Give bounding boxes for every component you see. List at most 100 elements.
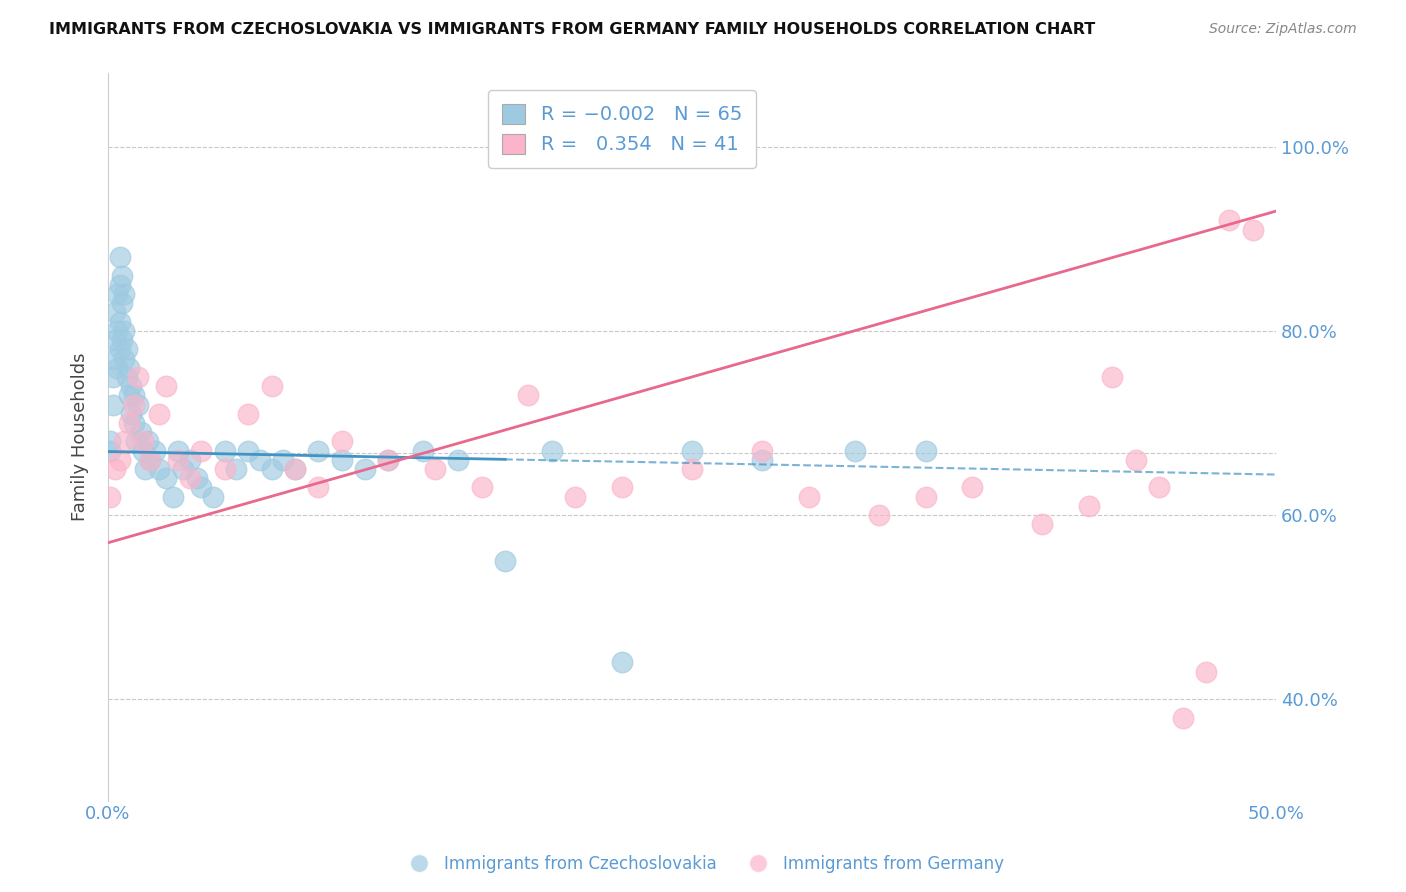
Point: [98, 443, 121, 458]
Point: [132, 434, 155, 449]
Point: [155, 471, 177, 485]
Point: [190, 480, 212, 494]
Point: [127, 398, 149, 412]
Point: [868, 508, 890, 522]
Point: [236, 407, 259, 421]
Point: [104, 462, 127, 476]
Point: [1218, 213, 1240, 227]
Point: [540, 443, 562, 458]
Point: [132, 443, 155, 458]
Point: [111, 333, 134, 347]
Point: [122, 398, 145, 412]
Point: [136, 434, 159, 449]
Point: [108, 452, 131, 467]
Point: [1031, 517, 1053, 532]
Point: [751, 452, 773, 467]
Point: [104, 333, 127, 347]
Point: [112, 324, 135, 338]
Point: [162, 490, 184, 504]
Point: [610, 656, 633, 670]
Point: [120, 407, 142, 421]
Point: [1147, 480, 1170, 494]
Point: [101, 370, 124, 384]
Point: [1078, 499, 1101, 513]
Point: [202, 490, 225, 504]
Point: [271, 452, 294, 467]
Point: [377, 452, 399, 467]
Point: [284, 462, 307, 476]
Point: [112, 351, 135, 366]
Point: [167, 452, 190, 467]
Point: [143, 443, 166, 458]
Point: [330, 434, 353, 449]
Point: [101, 398, 124, 412]
Point: [104, 351, 127, 366]
Point: [517, 388, 540, 402]
Point: [1171, 711, 1194, 725]
Point: [1101, 370, 1123, 384]
Point: [214, 462, 236, 476]
Point: [307, 443, 329, 458]
Text: Source: ZipAtlas.com: Source: ZipAtlas.com: [1209, 22, 1357, 37]
Point: [914, 443, 936, 458]
Point: [681, 443, 703, 458]
Point: [111, 296, 134, 310]
Point: [112, 287, 135, 301]
Point: [105, 360, 128, 375]
Point: [214, 443, 236, 458]
Point: [179, 471, 201, 485]
Point: [447, 452, 470, 467]
Point: [307, 480, 329, 494]
Point: [471, 480, 494, 494]
Point: [118, 416, 141, 430]
Point: [284, 462, 307, 476]
Point: [120, 379, 142, 393]
Point: [249, 452, 271, 467]
Point: [115, 343, 138, 357]
Point: [118, 360, 141, 375]
Point: [108, 277, 131, 292]
Point: [1125, 452, 1147, 467]
Point: [751, 443, 773, 458]
Point: [108, 315, 131, 329]
Point: [1195, 665, 1218, 679]
Point: [377, 452, 399, 467]
Point: [412, 443, 434, 458]
Point: [186, 471, 208, 485]
Point: [98, 490, 121, 504]
Point: [1241, 222, 1264, 236]
Point: [122, 388, 145, 402]
Point: [125, 434, 148, 449]
Text: IMMIGRANTS FROM CZECHOSLOVAKIA VS IMMIGRANTS FROM GERMANY FAMILY HOUSEHOLDS CORR: IMMIGRANTS FROM CZECHOSLOVAKIA VS IMMIGR…: [49, 22, 1095, 37]
Point: [564, 490, 586, 504]
Point: [236, 443, 259, 458]
Point: [844, 443, 866, 458]
Point: [260, 462, 283, 476]
Point: [104, 305, 127, 319]
Legend: R = −0.002   N = 65, R =   0.354   N = 41: R = −0.002 N = 65, R = 0.354 N = 41: [488, 90, 755, 168]
Point: [127, 370, 149, 384]
Point: [167, 443, 190, 458]
Point: [962, 480, 984, 494]
Point: [134, 462, 156, 476]
Point: [139, 452, 162, 467]
Point: [190, 443, 212, 458]
Point: [179, 452, 201, 467]
Point: [118, 388, 141, 402]
Point: [122, 416, 145, 430]
Point: [108, 343, 131, 357]
Y-axis label: Family Households: Family Households: [72, 352, 89, 521]
Point: [108, 250, 131, 264]
Point: [98, 434, 121, 449]
Point: [105, 287, 128, 301]
Point: [260, 379, 283, 393]
Point: [155, 379, 177, 393]
Point: [330, 452, 353, 467]
Point: [129, 425, 152, 440]
Point: [115, 370, 138, 384]
Point: [139, 452, 162, 467]
Legend: Immigrants from Czechoslovakia, Immigrants from Germany: Immigrants from Czechoslovakia, Immigran…: [395, 848, 1011, 880]
Point: [354, 462, 377, 476]
Point: [681, 462, 703, 476]
Point: [105, 324, 128, 338]
